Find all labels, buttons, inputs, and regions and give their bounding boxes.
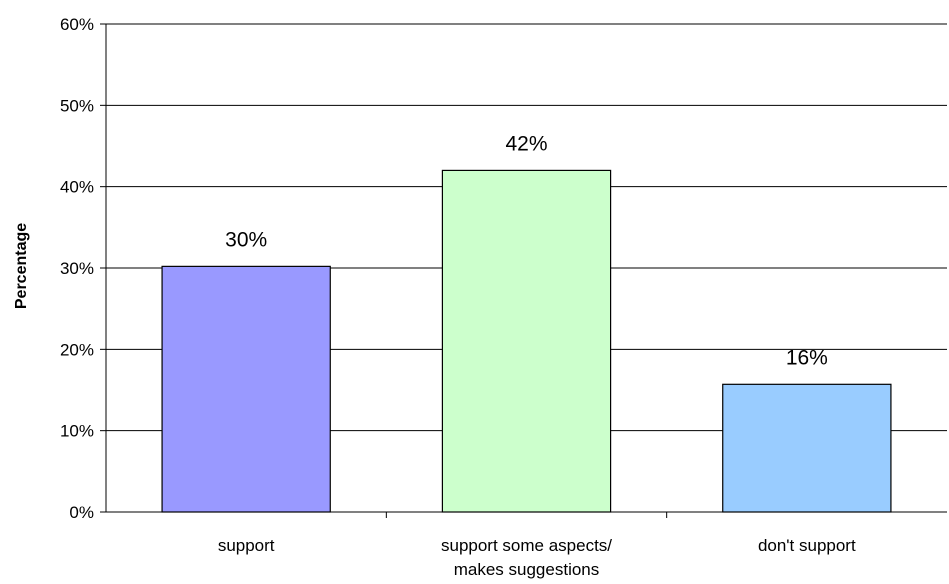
bar <box>441 169 612 513</box>
y-tick-label: 20% <box>60 340 94 359</box>
bar <box>161 265 331 513</box>
bar <box>722 383 892 513</box>
x-category-label: makes suggestions <box>454 560 600 579</box>
y-tick-label: 40% <box>60 178 94 197</box>
data-labels: 30% 42% 16% <box>225 132 828 369</box>
axes <box>100 23 947 518</box>
x-category-labels: support support some aspects/makes sugges… <box>218 536 856 579</box>
data-label: 42% <box>505 132 547 155</box>
x-category-label: don't support <box>758 536 856 555</box>
y-tick-label: 10% <box>60 422 94 441</box>
y-tick-labels: 0% 10% 20% 30% 40% 50% 60% <box>60 15 94 522</box>
y-tick-label: 50% <box>60 96 94 115</box>
data-label: 16% <box>786 346 828 369</box>
y-tick-label: 30% <box>60 259 94 278</box>
y-tick-label: 60% <box>60 15 94 34</box>
bars <box>161 169 892 513</box>
x-category-label: support some aspects/ <box>441 536 612 555</box>
x-category-label: support <box>218 536 275 555</box>
y-axis-title: Percentage <box>13 223 30 309</box>
y-tick-label: 0% <box>69 503 94 522</box>
data-label: 30% <box>225 228 267 251</box>
